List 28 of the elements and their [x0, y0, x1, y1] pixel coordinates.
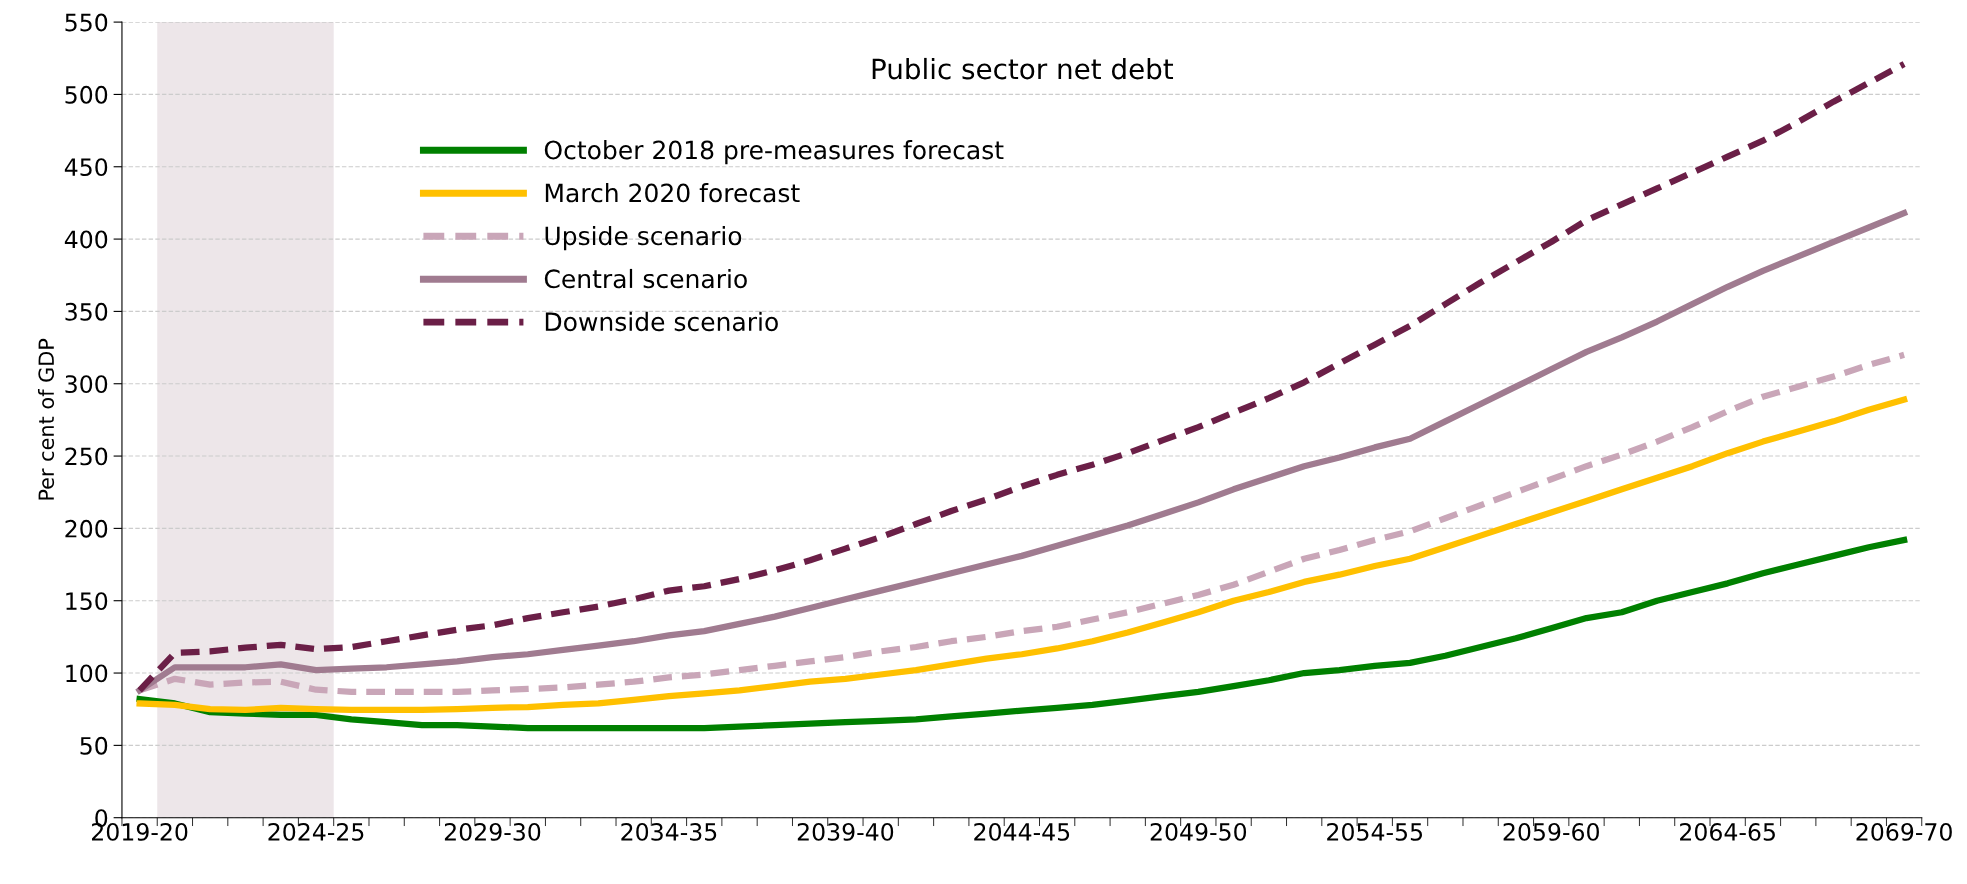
x-tick-label: 2029-30: [444, 822, 541, 841]
x-tick-label: 2069-70: [1856, 822, 1952, 841]
x-tick-label: 2054-55: [1327, 822, 1423, 841]
y-tick-label: 150: [66, 592, 108, 611]
legend-label: Central scenario: [544, 268, 747, 289]
y-tick-label: 550: [65, 13, 108, 32]
text: Public sector net debt: [872, 57, 1174, 80]
y-tick-label: 200: [65, 519, 108, 538]
x-tick-label: 2049-50: [1150, 822, 1247, 841]
x-tick-label: 2059-60: [1503, 822, 1599, 841]
y-tick-label: 250: [65, 447, 108, 466]
y-tick-label: 450: [64, 158, 108, 177]
x-tick-label: 2034-35: [621, 822, 717, 841]
y-tick-label: 350: [65, 302, 108, 321]
x-tick-label: 2064-65: [1680, 822, 1775, 841]
legend-label: March 2020 forecast: [545, 183, 800, 203]
y-tick-label: 300: [65, 375, 108, 394]
y-tick-label: 500: [65, 85, 108, 104]
x-tick-label: 2039-40: [797, 822, 894, 841]
y-tick-label: 50: [80, 736, 108, 755]
legend-label: Downside scenario: [545, 311, 778, 332]
legend-label: October 2018 pre-measures forecast: [544, 140, 1004, 165]
legend-label: Upside scenario: [545, 225, 742, 251]
x-tick-label: 2044-45: [974, 822, 1070, 841]
y-axis-title: Per cent of GDP: [37, 338, 55, 500]
y-tick-label: 100: [66, 664, 108, 683]
y-tick-label: 400: [64, 230, 108, 249]
x-tick-label: 2024-25: [268, 822, 364, 841]
